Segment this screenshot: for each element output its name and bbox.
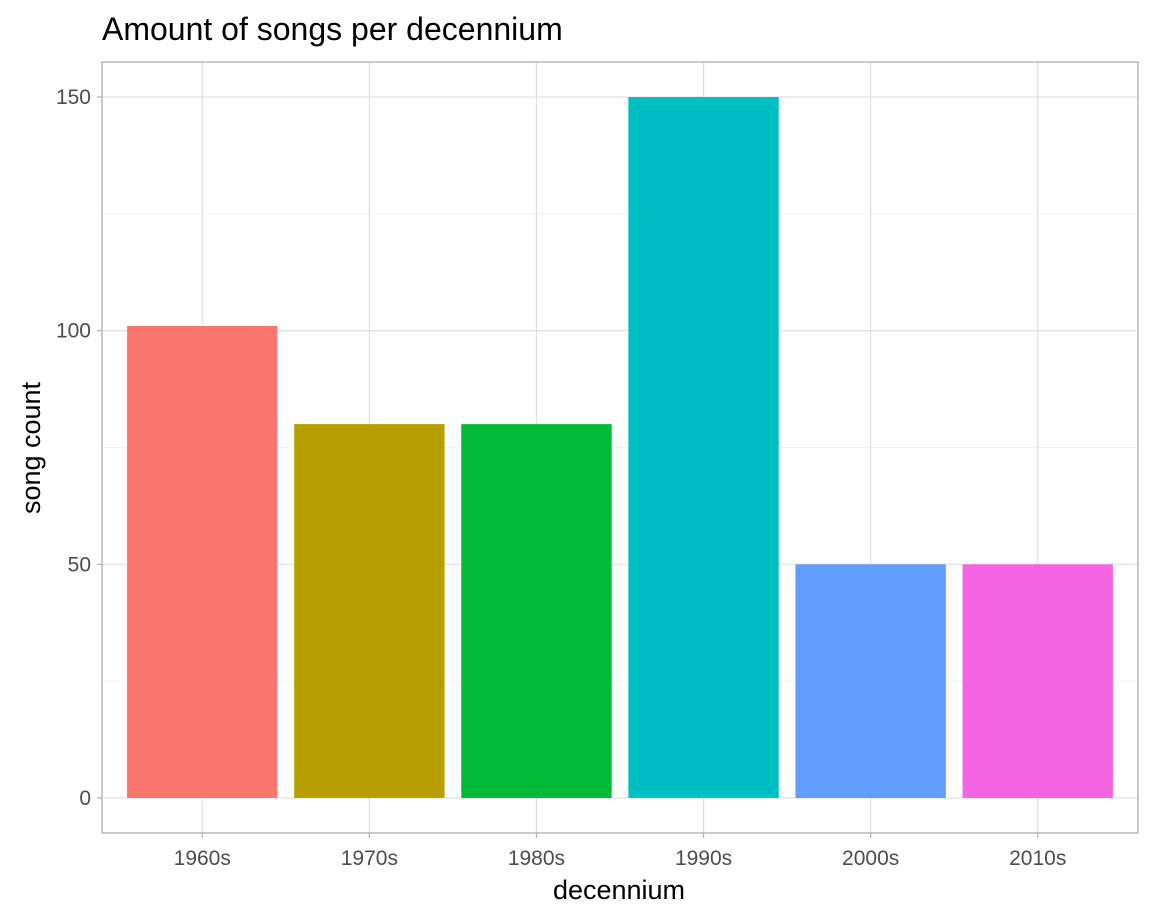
x-axis: 1960s 1970s 1980s 1990s 2000s 2010s: [174, 833, 1066, 870]
y-tick-label: 0: [79, 787, 91, 810]
bar-2000s: [795, 564, 946, 798]
y-tick-label: 50: [68, 553, 91, 576]
x-tick-label-1980s: 1980s: [508, 847, 565, 870]
x-tick-label-1970s: 1970s: [341, 847, 398, 870]
x-tick-label-1990s: 1990s: [675, 847, 732, 870]
y-axis-title: song count: [16, 381, 46, 514]
y-tick-label: 150: [56, 86, 91, 109]
bar-1960s: [127, 326, 278, 798]
chart-title: Amount of songs per decennium: [102, 11, 563, 47]
x-tick-label-2000s: 2000s: [842, 847, 899, 870]
x-tick-label-2010s: 2010s: [1009, 847, 1066, 870]
bar-1980s: [461, 424, 612, 798]
y-tick-label: 100: [56, 320, 91, 343]
bars-group: [127, 97, 1113, 798]
plot-panel-border: [101, 61, 1139, 834]
x-tick-label-1960s: 1960s: [174, 847, 231, 870]
bar-2010s: [962, 564, 1113, 798]
x-axis-title: decennium: [553, 875, 685, 905]
y-axis: 0 50 100 150: [56, 86, 102, 810]
bar-1970s: [294, 424, 445, 798]
bar-1990s: [628, 97, 779, 798]
